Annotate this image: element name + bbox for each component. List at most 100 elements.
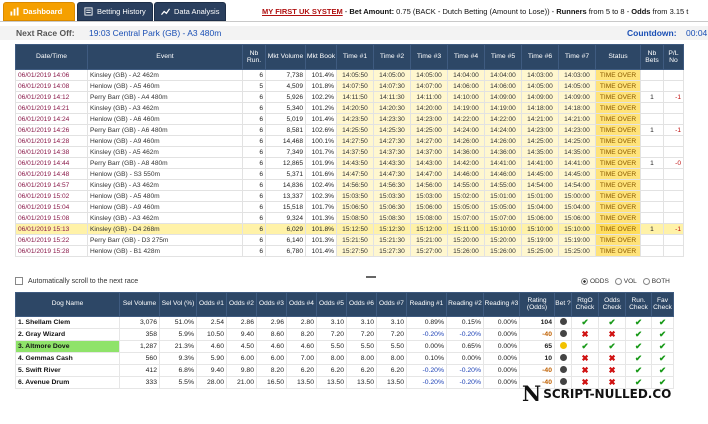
- race-time: 14:37:50: [336, 146, 374, 158]
- race-time: 14:25:00: [410, 124, 448, 136]
- race-status: TIME OVER: [595, 124, 641, 136]
- race-row[interactable]: 06/01/2019 14:06 Kinsley (GB) - A2 462m 6 7…: [15, 69, 684, 81]
- race-time: 14:27:30: [373, 135, 411, 147]
- runner-row[interactable]: 5. Swift River 412 6.8% 9.40 9.80 8.20 6.20 6.2…: [15, 364, 674, 377]
- runner-odds: 2.80: [286, 316, 317, 329]
- race-time: 15:06:00: [410, 201, 448, 213]
- race-event: Kinsley (GB) - A3 462m: [87, 102, 243, 114]
- cross-icon: ✖: [581, 377, 589, 388]
- race-time: 14:19:00: [447, 102, 485, 114]
- panel-resize-handle[interactable]: [366, 276, 376, 278]
- race-book: 102.4%: [305, 179, 337, 191]
- race-status: TIME OVER: [595, 168, 641, 180]
- radio-odds[interactable]: ODDS: [581, 278, 609, 285]
- radio-vol[interactable]: VOL: [614, 278, 637, 285]
- runners-col-header: Rating (Odds): [519, 292, 555, 317]
- race-time: 15:26:00: [484, 245, 522, 257]
- runner-row[interactable]: 1. Shellam Clem 3,076 51.0% 2.54 2.86 2.96 2.8…: [15, 316, 674, 329]
- race-time: 14:06:00: [484, 80, 522, 92]
- race-runners: 6: [242, 245, 266, 257]
- runner-row[interactable]: 6. Avenue Drum 333 5.5% 28.00 21.00 16.50 13.5…: [15, 376, 674, 389]
- check-icon: ✔: [634, 317, 643, 328]
- race-row[interactable]: 06/01/2019 14:12 Perry Barr (GB) - A4 480…: [15, 91, 684, 103]
- race-time: 14:36:00: [484, 146, 522, 158]
- races-col-header: Time #2: [373, 44, 411, 70]
- race-event: Kinsley (GB) - A2 462m: [87, 69, 243, 81]
- race-time: 14:23:00: [521, 124, 559, 136]
- race-row[interactable]: 06/01/2019 14:28 Henlow (GB) - A9 460m 6 14…: [15, 135, 684, 147]
- runner-volume: 333: [119, 376, 160, 389]
- race-time: 15:06:00: [521, 212, 559, 224]
- race-row[interactable]: 06/01/2019 14:24 Henlow (GB) - A6 460m 6 5,…: [15, 113, 684, 125]
- race-row[interactable]: 06/01/2019 15:28 Henlow (GB) - B1 428m 6 6,…: [15, 245, 684, 257]
- radio-dot[interactable]: [614, 278, 622, 285]
- race-row[interactable]: 06/01/2019 14:21 Kinsley (GB) - A3 462m 6 5…: [15, 102, 684, 114]
- races-col-header: Time #5: [484, 44, 522, 70]
- check-icon: ✔: [634, 377, 643, 388]
- runner-volume: 1,287: [119, 340, 160, 353]
- race-time: 14:06:00: [447, 80, 485, 92]
- race-time: 15:25:00: [558, 245, 596, 257]
- race-event: Henlow (GB) - A9 460m: [87, 201, 243, 213]
- race-status: TIME OVER: [595, 245, 641, 257]
- autoscroll-checkbox[interactable]: [15, 277, 23, 285]
- race-bets: 1: [640, 124, 664, 136]
- race-status: TIME OVER: [595, 113, 641, 125]
- system-name-link[interactable]: MY FIRST UK SYSTEM: [262, 7, 343, 16]
- runner-check-1: ✖: [571, 328, 599, 341]
- race-status: TIME OVER: [595, 102, 641, 114]
- race-time: 15:26:00: [447, 245, 485, 257]
- race-time: 14:26:00: [484, 135, 522, 147]
- race-runners: 6: [242, 102, 266, 114]
- tab-betting-history[interactable]: Betting History: [77, 2, 153, 21]
- check-icon: ✔: [658, 377, 667, 388]
- race-row[interactable]: 06/01/2019 15:02 Henlow (GB) - A5 480m 6 13…: [15, 190, 684, 202]
- race-row[interactable]: 06/01/2019 14:08 Henlow (GB) - A5 460m 5 4,…: [15, 80, 684, 92]
- race-row[interactable]: 06/01/2019 15:22 Perry Barr (GB) - D3 275…: [15, 234, 684, 246]
- race-time: 14:20:50: [336, 102, 374, 114]
- odds-value: from 3.15 t: [650, 7, 689, 16]
- runner-rating: 10: [519, 352, 555, 365]
- races-table: Date/Time Event Nb Run. Mkt Volume Mkt Book T…: [15, 44, 684, 257]
- race-book: 101.4%: [305, 113, 337, 125]
- runner-odds: 6.20: [286, 364, 317, 377]
- runner-volume-pct: 9.3%: [159, 352, 197, 365]
- odds-label: Odds: [631, 7, 651, 16]
- runner-row[interactable]: 2. Gray Wizard 358 5.9% 10.50 9.40 8.60 8.20 7.…: [15, 328, 674, 341]
- race-status: TIME OVER: [595, 223, 641, 235]
- runner-odds: 8.00: [346, 352, 377, 365]
- race-row[interactable]: 06/01/2019 15:04 Henlow (GB) - A9 460m 6 15…: [15, 201, 684, 213]
- tab-data-analysis[interactable]: Data Analysis: [154, 2, 226, 21]
- runner-odds: 8.60: [256, 328, 287, 341]
- race-time: 15:20:00: [484, 234, 522, 246]
- race-time: 15:20:00: [447, 234, 485, 246]
- race-row[interactable]: 06/01/2019 14:48 Henlow (GB) - S3 550m 6 5,…: [15, 168, 684, 180]
- runner-odds: 21.00: [226, 376, 257, 389]
- race-row[interactable]: 06/01/2019 14:26 Perry Barr (GB) - A6 480…: [15, 124, 684, 136]
- race-row[interactable]: 06/01/2019 15:13 Kinsley (GB) - D4 268m 6 6…: [15, 223, 684, 235]
- race-time: 14:56:30: [373, 179, 411, 191]
- runners-col-header: Reading #3: [483, 292, 520, 317]
- race-row[interactable]: 06/01/2019 14:44 Perry Barr (GB) - A8 480…: [15, 157, 684, 169]
- chart-icon: [161, 8, 170, 16]
- runner-odds: 8.00: [376, 352, 407, 365]
- race-runners: 6: [242, 135, 266, 147]
- race-volume: 5,371: [265, 168, 306, 180]
- runner-row[interactable]: 3. Altmore Dove 1,287 21.3% 4.60 4.50 4.60 4.6…: [15, 340, 674, 353]
- runner-row[interactable]: 4. Gemmas Cash 560 9.3% 5.90 6.00 6.00 7.00 8.0…: [15, 352, 674, 365]
- cross-icon: ✖: [581, 365, 589, 376]
- tab-dashboard[interactable]: Dashboard: [3, 2, 75, 21]
- runner-reading-2: -0.20%: [446, 328, 484, 341]
- radio-both[interactable]: BOTH: [642, 278, 670, 285]
- race-row[interactable]: 06/01/2019 15:08 Kinsley (GB) - A3 462m 6 9…: [15, 212, 684, 224]
- race-row[interactable]: 06/01/2019 14:38 Kinsley (GB) - A5 462m 6 7…: [15, 146, 684, 158]
- autoscroll-option[interactable]: Automatically scroll to the next race: [15, 277, 138, 285]
- tab-dashboard-label: Dashboard: [23, 7, 63, 16]
- race-time: 14:43:00: [410, 157, 448, 169]
- race-book: 101.4%: [305, 245, 337, 257]
- radio-dot[interactable]: [581, 278, 588, 285]
- race-bets: [640, 234, 664, 246]
- race-pl: [663, 245, 684, 257]
- radio-dot[interactable]: [642, 278, 650, 285]
- race-row[interactable]: 06/01/2019 14:57 Kinsley (GB) - A3 462m 6 1…: [15, 179, 684, 191]
